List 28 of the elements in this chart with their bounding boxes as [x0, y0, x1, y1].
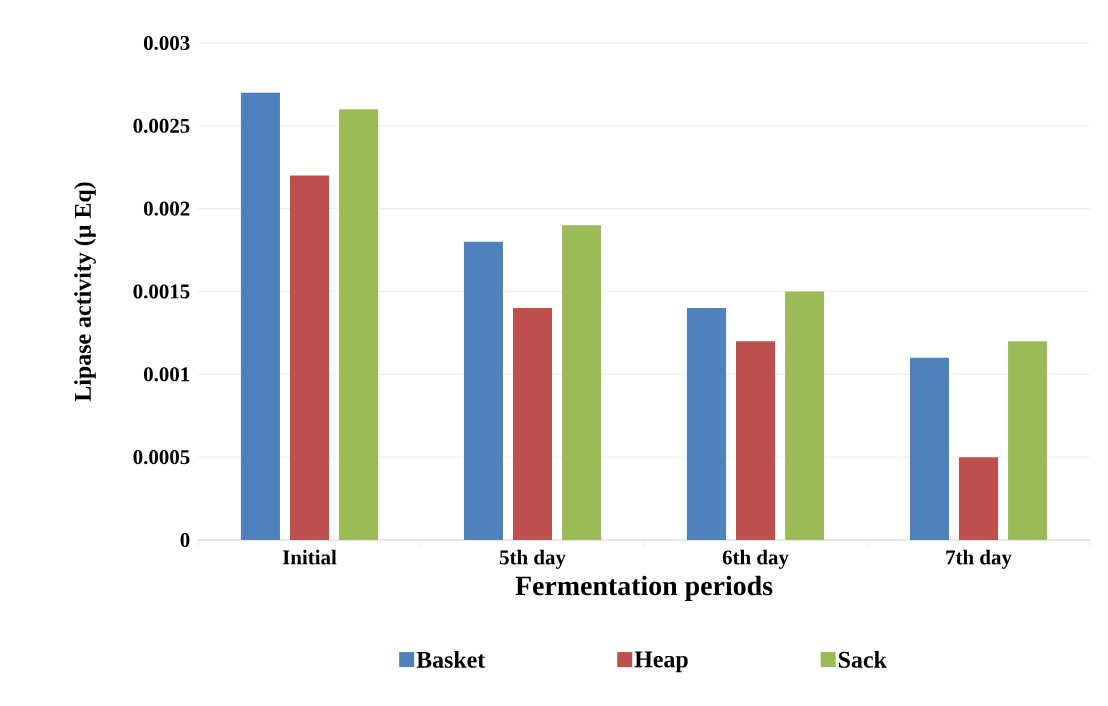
bar — [909, 357, 949, 540]
y-tick-label: 0 — [180, 532, 190, 548]
legend-label: Sack — [838, 651, 887, 668]
bar — [736, 341, 776, 540]
bar — [240, 92, 280, 540]
legend-label: Basket — [416, 651, 486, 668]
bar — [562, 225, 602, 540]
bar — [512, 308, 553, 540]
x-tick-label: 7th day — [946, 549, 1012, 569]
bar — [463, 241, 503, 540]
x-tick-label: 5th day — [499, 549, 566, 569]
y-tick-label: 0.0005 — [133, 450, 190, 465]
bar — [1008, 341, 1048, 540]
y-tick-label: 0.002 — [143, 201, 190, 216]
bar — [959, 457, 999, 540]
y-tick-label: 0.0025 — [133, 118, 190, 133]
y-axis-title: Lipase activity (µ Eq) — [74, 182, 96, 402]
x-tick-label: 6th day — [722, 549, 789, 569]
bar — [785, 291, 825, 540]
y-tick-label: 0.0015 — [133, 284, 190, 299]
bar — [686, 308, 726, 540]
x-tick-label: Initial — [282, 549, 337, 565]
y-tick-label: 0.003 — [143, 35, 190, 51]
legend-label: Heap — [634, 651, 688, 673]
y-tick-label: 0.001 — [143, 367, 190, 382]
bar — [339, 109, 379, 540]
x-axis-title: Fermentation periods — [515, 575, 773, 601]
bar — [289, 175, 330, 540]
